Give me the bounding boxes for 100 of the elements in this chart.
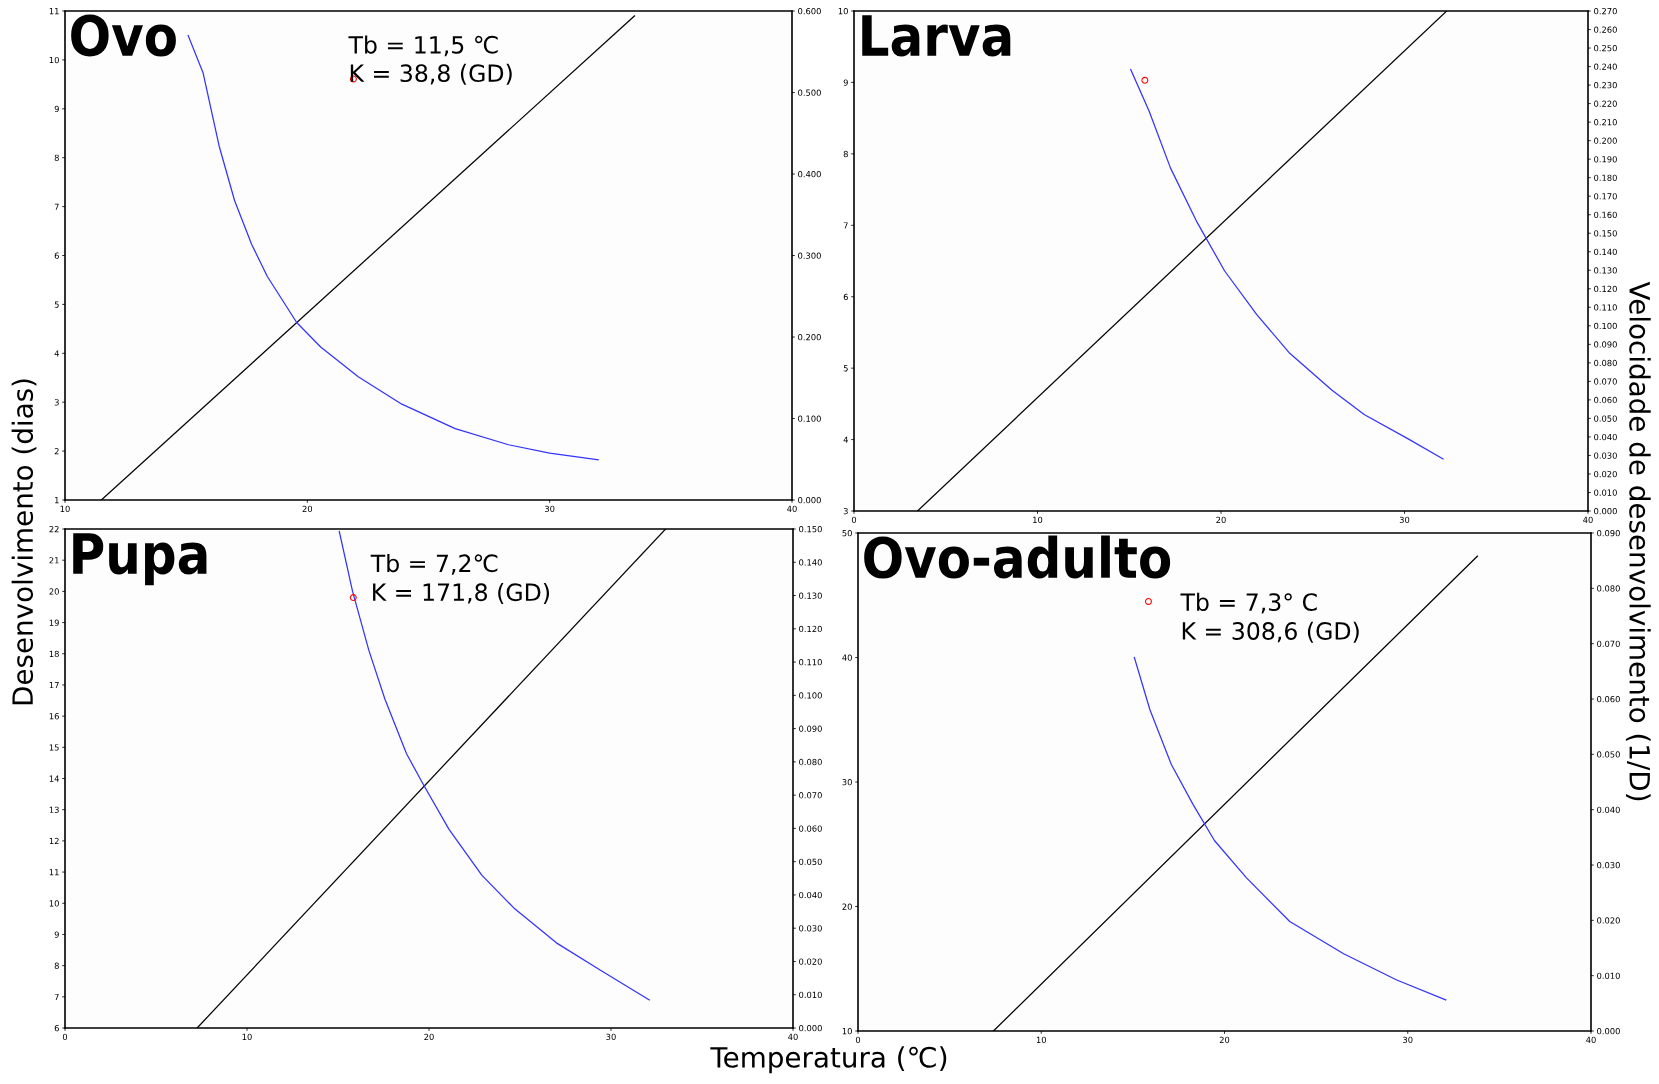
y2-tick-label: 0.010	[1594, 489, 1617, 496]
y-tick-label: 20	[49, 588, 59, 595]
y2-tick-label: 0.010	[799, 991, 822, 999]
y2-tick-label: 0.200	[798, 333, 821, 341]
y2-tick-label: 0.200	[1594, 137, 1617, 144]
y2-tick-label: 0.150	[1594, 230, 1617, 237]
y2-tick-label: 0.250	[1594, 45, 1617, 52]
y2-tick-label: 0.170	[1594, 193, 1617, 200]
y-tick-label: 6	[843, 293, 848, 300]
chart-title: Ovo-adulto	[864, 535, 1171, 579]
annotation: K = 308,6 (GD)	[1182, 621, 1359, 643]
y2-tick-label: 0.080	[1597, 585, 1620, 592]
y2-tick-label: 0.000	[1597, 1027, 1620, 1035]
x-tick-label: 10	[242, 1033, 252, 1041]
y2-tick-label: 0.100	[799, 692, 822, 699]
annotation: Tb = 11,5 ℃	[348, 35, 498, 57]
y2-tick-label: 0.030	[1594, 452, 1617, 459]
y2-tick-label: 0.120	[1594, 285, 1617, 293]
y2-tick-label: 0.500	[798, 89, 821, 96]
x-tick-label: 0	[62, 1033, 68, 1041]
y2-tick-label: 0.180	[1594, 174, 1617, 181]
y2-tick-label: 0.050	[799, 858, 822, 865]
y2-tick-label: 0.020	[1594, 470, 1617, 478]
chart-title: Ovo	[71, 14, 176, 57]
y-tick-label: 9	[54, 105, 59, 113]
y2-tick-label: 0.040	[1597, 806, 1620, 813]
y2-tick-label: 0.090	[799, 725, 822, 732]
y-tick-label: 9	[843, 79, 848, 86]
y2-tick-label: 0.020	[1597, 917, 1620, 924]
y2-tick-label: 0.260	[1594, 26, 1617, 33]
y-tick-label: 5	[54, 301, 59, 308]
x-tick-label: 40	[1586, 1036, 1596, 1044]
y-tick-label: 18	[49, 650, 59, 658]
y2-tick-label: 0.210	[1594, 119, 1617, 126]
y-tick-label: 17	[49, 682, 59, 689]
y-tick-label: 6	[54, 252, 59, 259]
line-series	[187, 34, 599, 461]
y-tick-label: 3	[843, 507, 848, 515]
annotation: K = 171,8 (GD)	[373, 582, 550, 604]
y2-tick-label: 0.090	[1597, 529, 1620, 537]
x-tick-label: 20	[302, 505, 313, 513]
y-tick-label: 13	[49, 806, 59, 813]
y-tick-label: 10	[842, 1027, 852, 1035]
y2-tick-label: 0.100	[1594, 322, 1617, 330]
x-axis-title: Temperatura (℃)	[710, 1046, 947, 1074]
y2-tick-label: 0.150	[799, 525, 822, 533]
y2-tick-label: 0.190	[1594, 156, 1617, 163]
y2-tick-label: 0.230	[1594, 82, 1617, 89]
x-tick-label: 30	[545, 505, 555, 513]
line-series	[1133, 656, 1447, 1001]
y2-tick-label: 0.000	[799, 1024, 822, 1032]
y-tick-label: 7	[54, 993, 59, 1000]
y-tick-label: 5	[843, 365, 848, 372]
x-tick-label: 0	[851, 516, 857, 524]
y2-tick-label: 0.300	[798, 252, 821, 259]
y-tick-label: 20	[842, 903, 852, 910]
y2-tick-label: 0.060	[799, 825, 822, 832]
y2-tick-label: 0.070	[1597, 640, 1620, 647]
y2-tick-label: 0.160	[1594, 211, 1617, 218]
annotation: Tb = 7,3° C	[1180, 592, 1317, 614]
y-tick-label: 9	[54, 931, 59, 938]
y2-tick-label: 0.000	[798, 496, 821, 504]
y-tick-label: 8	[843, 150, 848, 158]
annotation: Tb = 7,2℃	[370, 553, 498, 575]
y2-tick-label: 0.240	[1594, 63, 1617, 70]
y2-tick-label: 0.060	[1594, 396, 1617, 404]
y2-tick-label: 0.100	[798, 415, 821, 422]
chart-title: Pupa	[73, 533, 207, 586]
x-tick-label: 10	[1036, 1036, 1046, 1044]
y-tick-label: 10	[49, 900, 59, 907]
y2-tick-label: 0.040	[799, 891, 822, 899]
y2-tick-label: 0.400	[798, 170, 821, 178]
y2-tick-label: 0.140	[799, 559, 822, 566]
y2-tick-label: 0.030	[1597, 861, 1620, 869]
x-tick-label: 30	[1403, 1036, 1413, 1044]
y2-tick-label: 0.130	[1594, 267, 1617, 274]
y-tick-label: 11	[49, 8, 59, 15]
y-tick-label: 7	[54, 203, 59, 210]
y-tick-label: 10	[49, 56, 59, 64]
y2-tick-label: 0.120	[799, 625, 822, 633]
y2-tick-label: 0.600	[798, 7, 821, 15]
line-series	[1130, 68, 1444, 460]
chart-title: Larva	[862, 15, 1011, 57]
y2-axis-title: Velocidade de desenvolvimento (1/D)	[1625, 281, 1651, 801]
y2-tick-label: 0.080	[1594, 359, 1617, 367]
y2-tick-label: 0.080	[799, 758, 822, 766]
y2-tick-label: 0.070	[1594, 378, 1617, 385]
y2-tick-label: 0.270	[1594, 7, 1617, 15]
y-tick-label: 1	[55, 497, 59, 504]
x-tick-label: 20	[424, 1033, 434, 1041]
y-tick-label: 21	[49, 557, 59, 564]
x-tick-label: 10	[60, 505, 70, 513]
y-tick-label: 19	[49, 619, 59, 626]
y2-tick-label: 0.050	[1594, 415, 1617, 422]
y-tick-label: 2	[54, 448, 59, 455]
y2-tick-label: 0.060	[1597, 695, 1620, 703]
x-tick-label: 30	[1399, 516, 1410, 524]
y-tick-label: 12	[49, 837, 59, 845]
y-tick-label: 8	[54, 962, 59, 969]
y2-tick-label: 0.140	[1594, 248, 1617, 256]
